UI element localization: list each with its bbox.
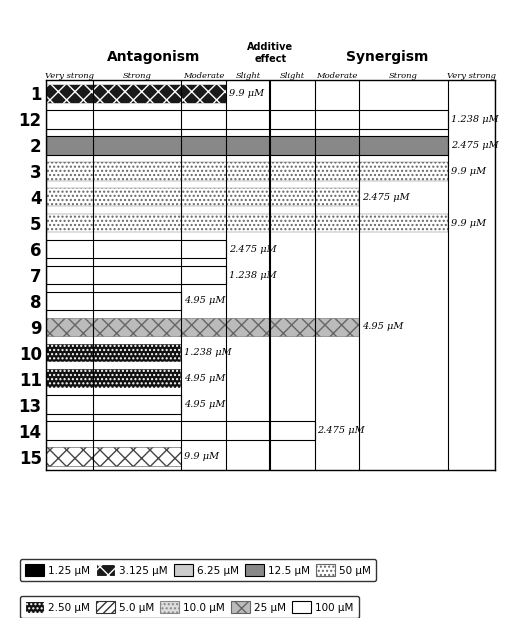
Text: 2.475 μM: 2.475 μM: [228, 245, 276, 253]
Bar: [46, 396, 181, 414]
Text: 4.95 μM: 4.95 μM: [184, 375, 225, 383]
Text: Antagonism: Antagonism: [107, 50, 200, 64]
Text: 2.475 μM: 2.475 μM: [361, 193, 409, 201]
Bar: [46, 318, 358, 336]
Text: Additive
effect: Additive effect: [247, 42, 293, 64]
Bar: [46, 214, 447, 232]
Bar: [46, 136, 447, 154]
Bar: [46, 370, 181, 388]
Text: 1.238 μM: 1.238 μM: [184, 349, 231, 357]
Text: Synergism: Synergism: [345, 50, 428, 64]
Text: 4.95 μM: 4.95 μM: [361, 323, 403, 331]
Text: Moderate: Moderate: [316, 72, 357, 80]
Text: 1.238 μM: 1.238 μM: [450, 115, 497, 124]
Bar: [46, 292, 181, 310]
Bar: [46, 84, 225, 103]
Bar: [46, 162, 447, 180]
Bar: [46, 110, 447, 129]
Text: 4.95 μM: 4.95 μM: [184, 400, 225, 409]
Bar: [46, 447, 181, 466]
Text: Strong: Strong: [388, 72, 417, 80]
Text: Slight: Slight: [235, 72, 260, 80]
Bar: [46, 188, 358, 206]
Text: Moderate: Moderate: [183, 72, 224, 80]
Text: 9.9 μM: 9.9 μM: [450, 167, 485, 176]
Bar: [46, 240, 225, 258]
Text: 1.238 μM: 1.238 μM: [228, 271, 276, 279]
Text: 4.95 μM: 4.95 μM: [184, 297, 225, 305]
Text: 9.9 μM: 9.9 μM: [450, 219, 485, 227]
Text: Strong: Strong: [122, 72, 151, 80]
Bar: [46, 421, 314, 440]
Text: 9.9 μM: 9.9 μM: [184, 452, 219, 461]
Text: Very strong: Very strong: [446, 72, 495, 80]
Text: Slight: Slight: [279, 72, 304, 80]
Text: 2.475 μM: 2.475 μM: [317, 426, 364, 435]
Legend: 2.50 μM, 5.0 μM, 10.0 μM, 25 μM, 100 μM: 2.50 μM, 5.0 μM, 10.0 μM, 25 μM, 100 μM: [20, 596, 358, 618]
Bar: [46, 344, 181, 362]
Text: 9.9 μM: 9.9 μM: [228, 89, 263, 98]
Bar: [46, 266, 225, 284]
Text: 2.475 μM: 2.475 μM: [450, 141, 497, 150]
Text: Very strong: Very strong: [45, 72, 94, 80]
